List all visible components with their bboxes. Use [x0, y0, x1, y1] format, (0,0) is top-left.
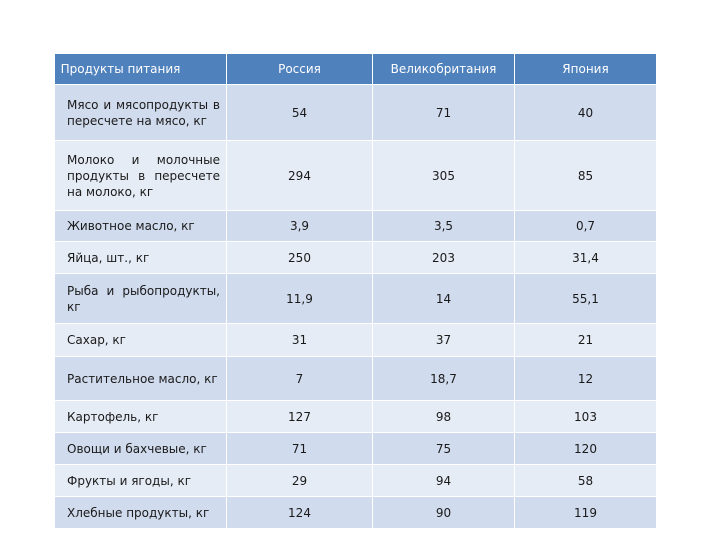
- food-consumption-table: Продукты питания Россия Великобритания Я…: [54, 53, 657, 529]
- table-row: Молоко и молочные продукты в пересчете н…: [54, 140, 657, 211]
- cell-great-britain: 203: [372, 241, 515, 274]
- cell-japan: 0,7: [514, 210, 657, 242]
- table-row: Картофель, кг 127 98 103: [54, 400, 657, 433]
- cell-japan: 12: [514, 356, 657, 401]
- cell-great-britain: 37: [372, 323, 515, 357]
- cell-great-britain: 71: [372, 84, 515, 141]
- table-row: Фрукты и ягоды, кг 29 94 58: [54, 464, 657, 497]
- cell-russia: 29: [226, 464, 373, 497]
- food-consumption-table-container: Продукты питания Россия Великобритания Я…: [54, 53, 657, 529]
- cell-japan: 103: [514, 400, 657, 433]
- table-row: Животное масло, кг 3,9 3,5 0,7: [54, 210, 657, 242]
- row-label: Хлебные продукты, кг: [54, 496, 227, 529]
- table-row: Мясо и мясопродукты в пересчете на мясо,…: [54, 84, 657, 141]
- cell-great-britain: 90: [372, 496, 515, 529]
- row-label: Рыба и рыбопродукты, кг: [54, 273, 227, 324]
- cell-great-britain: 98: [372, 400, 515, 433]
- cell-russia: 7: [226, 356, 373, 401]
- cell-great-britain: 94: [372, 464, 515, 497]
- cell-japan: 120: [514, 432, 657, 465]
- cell-russia: 294: [226, 140, 373, 211]
- table-row: Яйца, шт., кг 250 203 31,4: [54, 241, 657, 274]
- cell-great-britain: 3,5: [372, 210, 515, 242]
- cell-japan: 31,4: [514, 241, 657, 274]
- table-row: Растительное масло, кг 7 18,7 12: [54, 356, 657, 401]
- cell-japan: 21: [514, 323, 657, 357]
- cell-russia: 250: [226, 241, 373, 274]
- row-label: Животное масло, кг: [54, 210, 227, 242]
- row-label: Овощи и бахчевые, кг: [54, 432, 227, 465]
- cell-russia: 3,9: [226, 210, 373, 242]
- cell-japan: 40: [514, 84, 657, 141]
- row-label: Мясо и мясопродукты в пересчете на мясо,…: [54, 84, 227, 141]
- cell-great-britain: 305: [372, 140, 515, 211]
- row-label: Растительное масло, кг: [54, 356, 227, 401]
- row-label: Яйца, шт., кг: [54, 241, 227, 274]
- cell-russia: 71: [226, 432, 373, 465]
- row-label: Картофель, кг: [54, 400, 227, 433]
- table-row: Овощи и бахчевые, кг 71 75 120: [54, 432, 657, 465]
- cell-great-britain: 18,7: [372, 356, 515, 401]
- header-great-britain: Великобритания: [372, 53, 515, 85]
- header-japan: Япония: [514, 53, 657, 85]
- header-food-products: Продукты питания: [54, 53, 227, 85]
- row-label: Сахар, кг: [54, 323, 227, 357]
- table-row: Сахар, кг 31 37 21: [54, 323, 657, 357]
- cell-russia: 31: [226, 323, 373, 357]
- cell-great-britain: 75: [372, 432, 515, 465]
- cell-japan: 55,1: [514, 273, 657, 324]
- row-label: Фрукты и ягоды, кг: [54, 464, 227, 497]
- cell-great-britain: 14: [372, 273, 515, 324]
- cell-russia: 124: [226, 496, 373, 529]
- table-row: Хлебные продукты, кг 124 90 119: [54, 496, 657, 529]
- cell-russia: 54: [226, 84, 373, 141]
- cell-japan: 119: [514, 496, 657, 529]
- row-label: Молоко и молочные продукты в пересчете н…: [54, 140, 227, 211]
- header-russia: Россия: [226, 53, 373, 85]
- table-header-row: Продукты питания Россия Великобритания Я…: [54, 53, 657, 85]
- table-row: Рыба и рыбопродукты, кг 11,9 14 55,1: [54, 273, 657, 324]
- cell-japan: 58: [514, 464, 657, 497]
- cell-russia: 11,9: [226, 273, 373, 324]
- cell-russia: 127: [226, 400, 373, 433]
- cell-japan: 85: [514, 140, 657, 211]
